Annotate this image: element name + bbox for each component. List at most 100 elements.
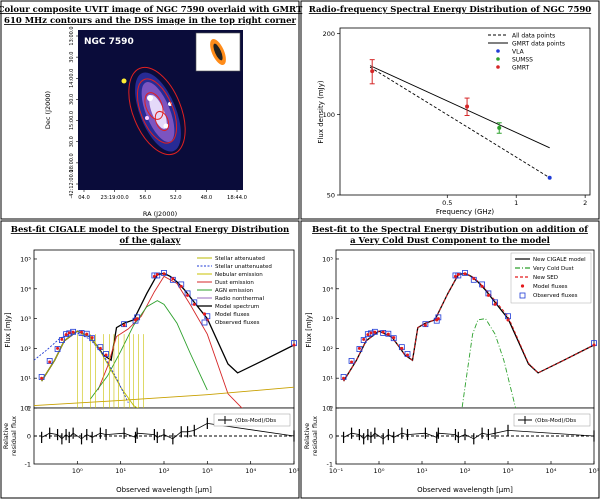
legend-vla-marker	[496, 49, 500, 53]
dss-inset-galaxy	[210, 38, 226, 66]
vcd-plot-area: 10⁵ 10⁴ 10³ 10² 10¹ 10⁰ 10⁻¹ 10⁰ 10¹ 10² 10³ 10⁴ 10⁵…	[322, 255, 600, 475]
legend-gmrt-points: GMRT data points	[512, 41, 565, 48]
panel-radio-sed: Radio-frequency Spectral Energy Distribu…	[309, 5, 592, 216]
vcd-observed-flux	[360, 337, 367, 343]
cigale-model-flux	[135, 317, 139, 321]
vcd-xtick-label: 10⁰	[374, 467, 385, 475]
cigale-model-flux	[85, 332, 89, 336]
legend-vcd-observed-fluxes-marker	[519, 292, 526, 299]
radio-xlabel: Frequency (GHz)	[436, 208, 494, 216]
radio-point-gmrt	[370, 69, 375, 74]
vcd-model-flux	[362, 337, 366, 341]
uvit-axis-ticks: 04.0 23:19:00.0 56.0 52.0 48.0 18:44.0 -42:12:…	[69, 26, 247, 201]
cigale-observed-flux	[83, 330, 90, 337]
vcd-model-flux	[357, 346, 361, 350]
vcd-series-very-cold-dust	[461, 318, 517, 408]
legend-dust: Dust emission	[215, 280, 254, 286]
cigale-model-flux	[192, 302, 196, 306]
cigale-model-flux	[80, 330, 84, 334]
cigale-series-stellar-attenuated	[41, 330, 139, 408]
uvit-xtick-label: 52.0	[170, 195, 182, 201]
cigale-model-flux	[67, 331, 71, 335]
gmrt-contours	[128, 66, 186, 156]
cigale-ytick-label: 10⁴	[20, 285, 31, 293]
vcd-model-flux	[386, 332, 390, 336]
uvit-ytick-label: 30.0	[69, 52, 75, 63]
vcd-xtick-label: 10¹	[417, 467, 428, 475]
vcd-model-flux	[463, 272, 467, 276]
cigale-residual-legend: (Obs-Mod)/Obs	[213, 413, 291, 427]
vcd-ylabel: Flux [mJy]	[305, 312, 313, 348]
legend-agn: AGN emission	[215, 288, 254, 294]
vcd-observed-flux	[385, 330, 392, 337]
vcd-res-ytick-label: 1	[329, 405, 333, 413]
panel-top-left-border	[0, 0, 300, 220]
radio-plot-area: 0.5 1 2 50 100 200	[323, 30, 588, 207]
vcd-observed-flux	[433, 317, 440, 324]
radio-legend: All data points GMRT data points VLA SUM…	[488, 33, 565, 72]
cigale-res-ylabel-line2: residual flux	[10, 416, 18, 456]
uvit-ytick-label: 15:00.0	[69, 111, 75, 130]
vcd-model-flux	[400, 346, 404, 350]
vcd-xtick-label: 10²	[460, 467, 471, 475]
panel-bottom-right-border	[300, 220, 600, 499]
radio-xtick-label: 0.5	[442, 199, 452, 207]
cigale-xtick-label: 10¹	[115, 467, 126, 475]
vcd-model-flux	[366, 333, 370, 337]
vcd-model-flux	[381, 330, 385, 334]
galaxy-name-label: NGC 7590	[84, 37, 134, 47]
vcd-model-flux	[480, 284, 484, 288]
vcd-legend: New CIGALE model Very Cold Dust New SED …	[510, 252, 592, 304]
radio-ytick-label: 100	[323, 111, 335, 119]
legend-all-points: All data points	[512, 33, 555, 40]
vcd-model-flux	[405, 353, 409, 357]
legend-observed-fluxes-marker	[201, 319, 208, 326]
cigale-model-flux	[64, 333, 68, 337]
cigale-model-flux	[90, 336, 94, 340]
uvit-xtick-label: 48.0	[201, 195, 213, 201]
cigale-res-ytick-label: 1	[27, 405, 31, 413]
vcd-ytick-label: 10²	[322, 345, 333, 353]
cigale-series-stellar-unattenuated	[34, 332, 129, 403]
vcd-observed-flux	[356, 346, 363, 352]
legend-sumss: SUMSS	[512, 57, 533, 64]
vcd-xtick-label: 10³	[503, 467, 514, 475]
legend-nebular: Nebular emission	[215, 272, 263, 278]
uvit-ytick-label: 30.0	[69, 94, 75, 105]
cigale-model-flux	[122, 323, 126, 327]
cigale-title-line1: Best-fit CIGALE model to the Spectral En…	[11, 225, 289, 235]
panel-bottom-left-border	[0, 220, 300, 499]
legend-vcd-observed-fluxes: Observed fluxes	[533, 293, 578, 299]
uvit-title-line1: Colour composite UVIT image of NGC 7590 …	[0, 5, 303, 15]
legend-gmrt: GMRT	[512, 65, 530, 72]
cigale-ytick-label: 10³	[20, 315, 31, 323]
cigale-observed-flux	[132, 317, 139, 324]
vcd-model-flux	[369, 331, 373, 335]
cigale-legend: Stellar attenuated Stellar unattenuated …	[197, 256, 272, 326]
panel-top-right-border	[300, 0, 600, 220]
uvit-ytick-label: -42:12:00.0	[69, 169, 75, 198]
vcd-model-flux	[486, 293, 490, 297]
cigale-residual-line	[41, 422, 295, 440]
cigale-ytick-label: 10²	[20, 345, 31, 353]
radio-point-gmrt	[465, 104, 470, 109]
radio-point-sumss	[497, 125, 502, 130]
legend-model-fluxes: Model fluxes	[215, 312, 250, 318]
legend-model-fluxes-marker	[202, 312, 207, 316]
cigale-model-flux	[98, 346, 102, 350]
vcd-model-flux	[592, 343, 596, 347]
uvit-xtick-label: 56.0	[139, 195, 151, 201]
cigale-series-layer	[34, 272, 294, 408]
legend-vcd-model-fluxes-marker	[520, 284, 525, 288]
cigale-observed-flux	[70, 328, 77, 335]
cigale-res-ylabel-line1: Relative	[2, 423, 10, 449]
cigale-xtick-label: 10³	[202, 467, 213, 475]
vcd-model-flux	[392, 336, 396, 340]
legend-gmrt-marker	[496, 65, 500, 69]
cigale-ytick-label: 10⁵	[20, 255, 31, 263]
uvit-ylabel: Dec (J2000)	[44, 91, 52, 129]
legend-sumss-marker	[496, 57, 500, 61]
vcd-ytick-label: 10¹	[322, 375, 333, 383]
uvit-xlabel: RA (J2000)	[143, 210, 177, 218]
cigale-res-ytick-label: 0	[27, 433, 31, 441]
